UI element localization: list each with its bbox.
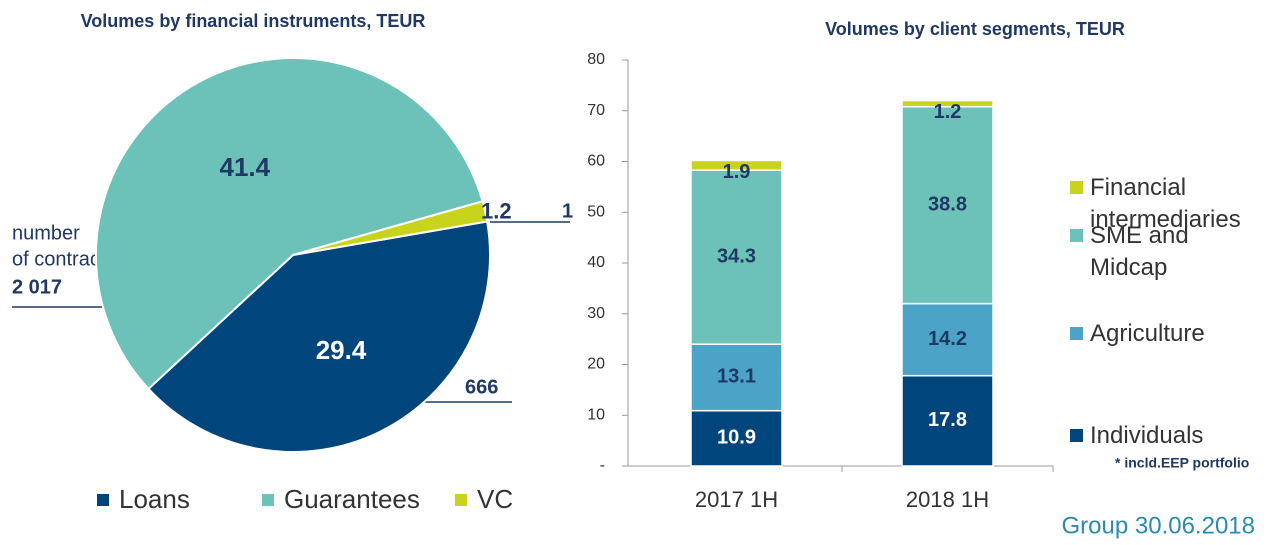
data-label: 17.8 (928, 409, 967, 431)
bar-segment (690, 159, 783, 171)
annotation: 2 017 (12, 276, 62, 298)
legend-swatch (1070, 229, 1083, 242)
pie-slice (292, 200, 489, 256)
y-tick-label: 50 (587, 203, 605, 220)
bar-title: Volumes by client segments, TEUR (825, 19, 1125, 39)
x-tick-label: 2018 1H (906, 487, 989, 512)
legend-label: VC (477, 484, 513, 514)
legend-swatch (262, 494, 274, 506)
legend-label: Financial intermediaries (1090, 174, 1241, 233)
y-tick-label: - (600, 457, 605, 474)
data-label: 10.9 (717, 427, 756, 449)
legend-label: Guarantees (284, 484, 420, 514)
annotation: number (12, 222, 80, 244)
legend-label: Individuals (1090, 422, 1204, 449)
y-tick-label: 80 (587, 51, 605, 68)
annotation: 1 (562, 200, 573, 222)
data-label: 14.2 (928, 328, 967, 350)
bar-segment (901, 302, 994, 377)
legend-swatch (1070, 181, 1083, 194)
data-label: 1.2 (481, 199, 512, 224)
data-label: 34.3 (717, 245, 756, 267)
legend-swatch (455, 494, 467, 506)
bar-segment (690, 409, 783, 467)
bar-segment (901, 374, 994, 467)
annotation: 666 (465, 376, 498, 398)
y-tick-label: 30 (587, 305, 605, 322)
legend-swatch (97, 494, 109, 506)
y-tick-label: 20 (587, 356, 605, 373)
footer: Group 30.06.2018 (1062, 512, 1256, 539)
annotation: of contracts (12, 248, 115, 270)
y-tick-label: 10 (587, 406, 605, 423)
legend-label: Loans (119, 484, 190, 514)
bar-segment (690, 169, 783, 345)
legend-label: SME and Midcap (1090, 222, 1189, 281)
data-label: 29.4 (316, 335, 367, 365)
y-tick-label: 70 (587, 102, 605, 119)
y-tick-label: 40 (587, 254, 605, 271)
pie-slice (95, 57, 484, 391)
annotation: * incld.EEP portfolio (1115, 455, 1249, 471)
bar-segment (690, 343, 783, 412)
data-label: 41.4 (219, 152, 270, 182)
legend-swatch (1070, 429, 1083, 442)
legend-label: Agriculture (1090, 320, 1205, 347)
data-label: 13.1 (717, 366, 756, 388)
data-label: 1.9 (723, 161, 751, 183)
data-label: 1.2 (934, 101, 962, 123)
pie-slice (147, 220, 491, 453)
bar-segment (901, 105, 994, 305)
x-tick-label: 2017 1H (695, 487, 778, 512)
data-label: 38.8 (928, 193, 967, 215)
y-tick-label: 60 (587, 153, 605, 170)
pie-title: Volumes by financial instruments, TEUR (81, 11, 426, 31)
legend-swatch (1070, 327, 1083, 340)
bar-segment (901, 99, 994, 108)
